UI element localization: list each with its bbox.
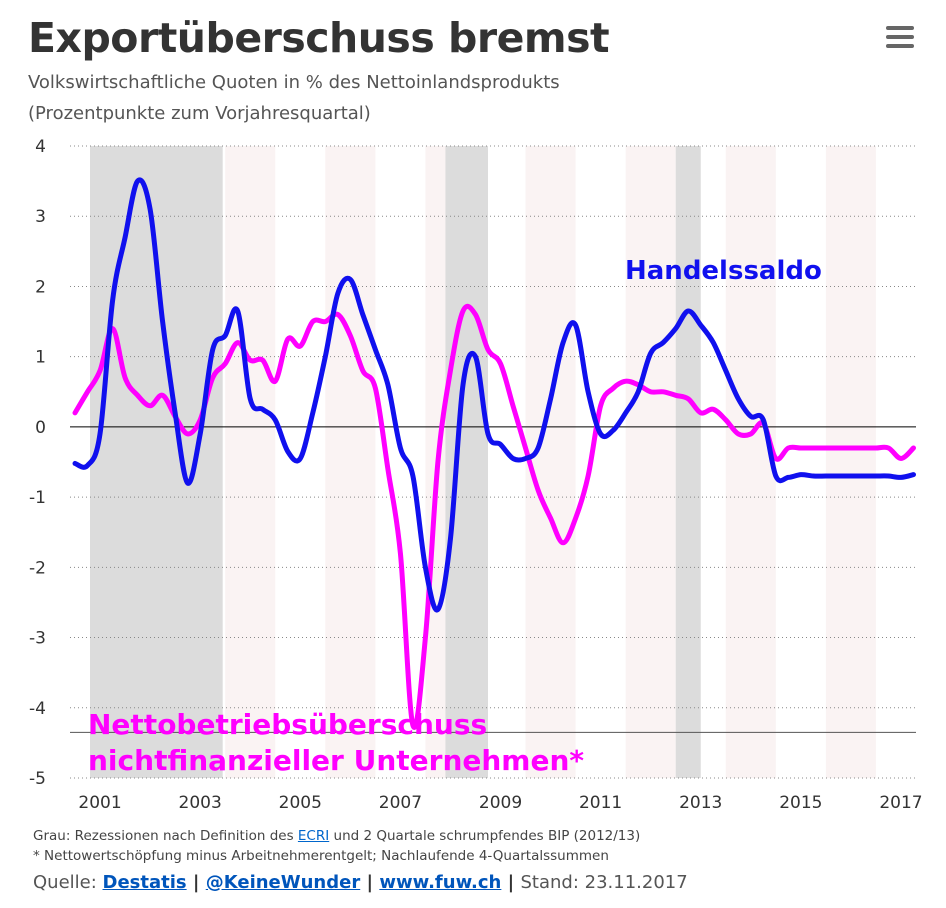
menu-bar [886,35,914,39]
ecri-link[interactable]: ECRI [297,828,330,844]
recession-band [675,146,701,778]
separator: | [186,872,206,893]
stand-date: Stand: 23.11.2017 [520,872,688,893]
year-stripe [325,146,376,778]
menu-bar [886,44,914,48]
y-tick-label: 1 [35,348,46,368]
year-stripe [625,146,676,778]
source-label: Quelle: [33,872,103,893]
year-stripe [225,146,276,778]
twitter-link[interactable]: @KeineWunder [205,872,361,893]
year-stripe [825,146,876,778]
x-tick-label: 2001 [78,793,121,813]
destatis-link[interactable]: Destatis [102,872,187,893]
series-label-nettobetrieb-line1: Nettobetriebsüberschuss [88,708,487,741]
footnote-text: Grau: Rezessionen nach Definition des [33,828,298,844]
year-stripe [525,146,576,778]
y-tick-label: 3 [35,207,46,227]
y-tick-label: -3 [29,629,46,649]
separator: | [501,872,521,893]
chart-subtitle-unit: (Prozentpunkte zum Vorjahresquartal) [28,103,371,124]
recession-band [445,146,488,778]
y-tick-label: 0 [35,418,46,438]
y-tick-label: -2 [29,558,46,578]
year-stripe [725,146,776,778]
chart-subtitle: Volkswirtschaftliche Quoten in % des Net… [28,72,560,93]
footnote-text: und 2 Quartale schrumpfendes BIP (2012/1… [329,828,641,844]
series-label-nettobetrieb-line2: nichtfinanzieller Unternehmen* [88,744,584,777]
line-chart: -5 -4 -3 -2 -1 0 1 2 3 4 2001 2003 2005 2007 2009 2011 2… [29,137,923,813]
footnote-definition: * Nettowertschöpfung minus Arbeitnehmere… [33,848,609,864]
y-tick-label: 2 [35,277,46,297]
x-tick-label: 2011 [579,793,622,813]
x-tick-label: 2017 [879,793,922,813]
y-tick-label: 4 [35,137,46,157]
x-tick-label: 2007 [379,793,422,813]
menu-bar [886,26,914,30]
y-tick-label: -5 [29,769,46,789]
x-tick-label: 2003 [179,793,222,813]
x-tick-label: 2013 [679,793,722,813]
separator: | [360,872,380,893]
y-tick-label: -4 [29,699,46,719]
footnote-recessions: Grau: Rezessionen nach Definition des EC… [33,828,640,844]
source-line: Quelle: Destatis | @KeineWunder | www.fu… [33,872,688,893]
menu-icon[interactable] [886,26,914,48]
series-label-handelssaldo: Handelssaldo [625,256,822,286]
x-tick-label: 2009 [479,793,522,813]
chart-title: Exportüberschuss bremst [28,14,610,62]
x-tick-label: 2005 [279,793,322,813]
y-tick-label: -1 [29,488,46,508]
series-line-handelssaldo [72,177,916,613]
website-link[interactable]: www.fuw.ch [379,872,502,893]
x-tick-label: 2015 [779,793,822,813]
